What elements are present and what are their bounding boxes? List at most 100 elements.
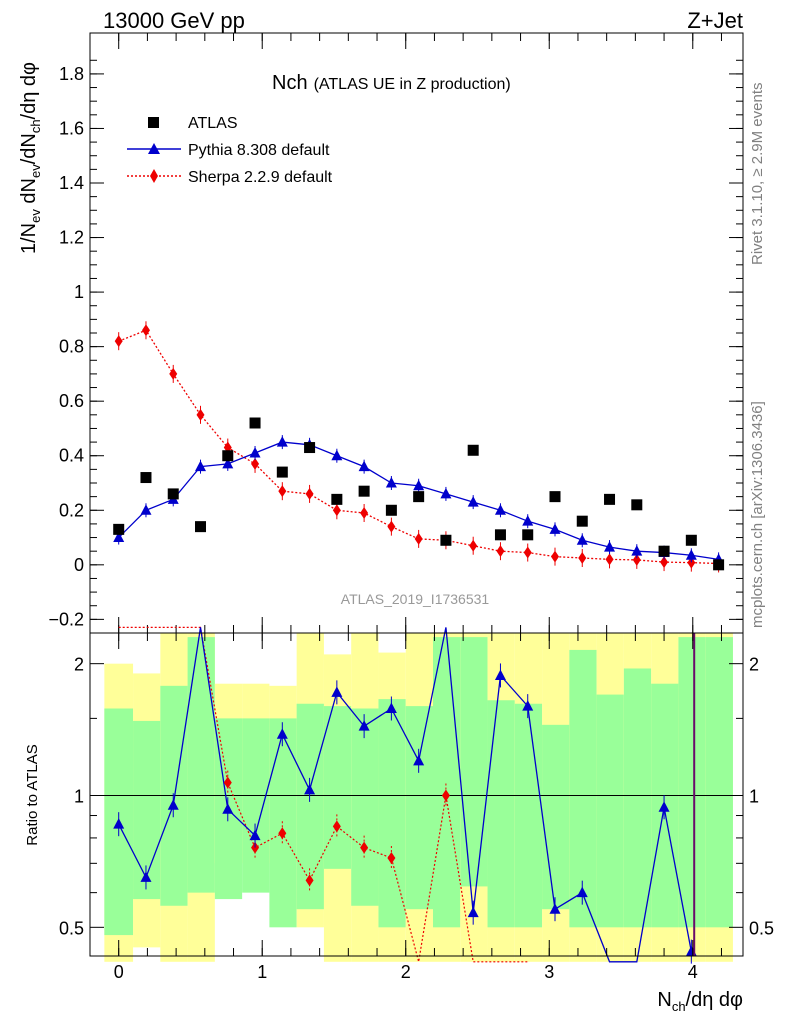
ratio-axes: 0.5 0.5 1 1 2 2 0 1 2 3 4 [59, 633, 774, 982]
atlas-point [195, 521, 207, 533]
atlas-point [549, 491, 561, 503]
sherpa-point [660, 556, 669, 569]
main-y-tick-label: 1.2 [59, 228, 84, 248]
sherpa-point [169, 367, 178, 380]
pythia-point [113, 531, 125, 543]
main-y-tick-label: 0.2 [59, 500, 84, 520]
main-y-tick-label: 0.4 [59, 446, 84, 466]
pythia-point [494, 504, 506, 515]
main-y-tick-label: 1 [74, 282, 84, 302]
main-axes: −0.2 0 0.2 0.4 0.6 0.8 1 1.2 1.4 1.6 1.8 [48, 33, 743, 633]
ratio-pythia-point [222, 803, 234, 814]
pythia-point [331, 449, 343, 461]
main-y-axis-label: 1/Nev dNev/dNch/dη dφ [18, 62, 43, 254]
pythia-point [576, 534, 588, 545]
ratio-pythia-point [140, 871, 152, 882]
ratio-sherpa-line [118, 626, 528, 963]
x-tick-label: 0 [114, 962, 124, 982]
analysis-watermark: ATLAS_2019_I1736531 [341, 591, 490, 607]
pythia-point [522, 515, 534, 526]
sherpa-point [550, 550, 559, 563]
pythia-point [249, 447, 261, 458]
ratio-sherpa-point [305, 874, 314, 887]
main-y-tick-label: 0.8 [59, 337, 84, 357]
ratio-band-inner [569, 649, 597, 928]
ratio-y-tick-label: 1 [74, 786, 84, 806]
sherpa-point [141, 324, 150, 337]
ratio-sherpa-point [360, 841, 369, 854]
ratio-pythia-point [522, 700, 534, 711]
atlas-point [222, 450, 234, 462]
sherpa-point [496, 545, 505, 558]
ratio-pythia-point [249, 829, 261, 841]
ratio-band-inner [542, 724, 570, 910]
legend-marker-pythia [148, 143, 160, 154]
atlas-point [685, 534, 697, 546]
atlas-point [576, 515, 588, 527]
ratio-band-inner [296, 703, 324, 910]
ratio-y-tick-label: 2 [74, 655, 84, 675]
x-tick-label: 2 [401, 962, 411, 982]
ratio-sherpa-point [332, 820, 341, 833]
ratio-plot-frame [89, 632, 744, 957]
x-tick-label: 1 [257, 962, 267, 982]
main-y-tick-label: 1.8 [59, 64, 84, 84]
sherpa-point [632, 553, 641, 566]
atlas-point [358, 485, 370, 497]
pythia-point [549, 523, 561, 534]
rivet-version-label: Rivet 3.1.10, ≥ 2.9M events [749, 83, 766, 266]
sherpa-point [523, 546, 532, 559]
pythia-point [685, 549, 697, 560]
atlas-point [522, 529, 534, 541]
ratio-band-inner [405, 706, 434, 910]
header-left-label: 13000 GeV pp [103, 8, 245, 33]
ratio-band-inner [433, 637, 461, 928]
pythia-point [467, 496, 479, 507]
main-title: Nch (ATLAS UE in Z production) [272, 72, 511, 94]
atlas-point [331, 493, 343, 505]
sherpa-point [332, 504, 341, 517]
atlas-point [440, 534, 452, 546]
ratio-band-inner [705, 637, 733, 928]
main-y-tick-label: 1.4 [59, 173, 84, 193]
sherpa-line [118, 329, 719, 565]
ratio-band-inner [242, 718, 270, 893]
sherpa-point [414, 532, 423, 545]
ratio-pythia-point [549, 903, 561, 914]
sherpa-point [469, 539, 478, 552]
main-title-sub: (ATLAS UE in Z production) [314, 76, 511, 93]
atlas-point [631, 499, 643, 511]
ratio-pythia-point [494, 669, 506, 680]
ratio-band-inner [133, 720, 161, 900]
ratio-plot-marks [113, 626, 697, 964]
atlas-point [658, 545, 670, 557]
ratio-pythia-point [576, 886, 588, 898]
ratio-sherpa-point [278, 827, 287, 840]
legend-marker-sherpa [150, 169, 158, 183]
atlas-point [413, 491, 425, 503]
atlas-point [140, 472, 152, 484]
main-plot-marks [113, 321, 725, 573]
ratio-y-axis-label: Ratio to ATLAS [24, 744, 41, 845]
ratio-band-inner [487, 700, 515, 928]
x-tick-label: 4 [688, 962, 698, 982]
pythia-point [631, 545, 643, 556]
main-y-tick-label: 0 [74, 555, 84, 575]
mcplots-reference-label: mcplots.cern.ch [arXiv:1306.3436] [749, 401, 766, 628]
ratio-pythia-point [167, 799, 179, 810]
pythia-point [222, 457, 234, 469]
pythia-point [358, 460, 370, 472]
ratio-y-tick-label-right: 1 [749, 786, 759, 806]
pythia-point [140, 504, 152, 515]
main-y-tick-label: −0.2 [48, 609, 84, 629]
ratio-pythia-point [113, 818, 125, 829]
ratio-band-inner [678, 637, 706, 928]
ratio-band-inner [378, 699, 406, 928]
legend-marker-atlas [148, 117, 159, 128]
main-title-main: Nch [272, 72, 308, 94]
ratio-pythia-point [467, 906, 479, 918]
ratio-pythia-point [276, 728, 288, 739]
ratio-pythia-line [118, 627, 692, 963]
atlas-point [713, 559, 725, 571]
